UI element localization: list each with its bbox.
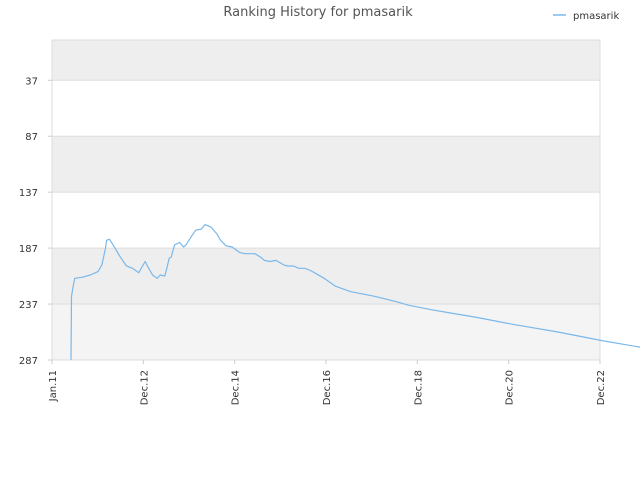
x-axis-ticks: Jan.11 Dec.12 Dec.14 Dec.16 Dec.18 Dec.20 Dec.…: [48, 360, 607, 405]
x-tick-label: Dec.20: [505, 370, 516, 405]
legend: pmasarik: [553, 11, 619, 22]
y-tick-label: 287: [19, 356, 38, 367]
x-tick-label: Dec.16: [322, 370, 333, 405]
series-line-pmasarik: [70, 224, 640, 361]
plot-band: [52, 192, 600, 249]
y-tick-label: 87: [25, 132, 38, 143]
legend-label: pmasarik: [573, 11, 619, 22]
plot-band: [52, 136, 600, 193]
y-tick-label: 137: [19, 188, 38, 199]
x-tick-label: Jan.11: [48, 370, 59, 402]
plot-band: [52, 304, 600, 360]
y-axis-ticks: 37 87 137 187 237 287: [19, 76, 52, 367]
plot-band: [52, 40, 600, 81]
x-tick-label: Dec.14: [231, 370, 242, 405]
x-tick-label: Dec.18: [413, 370, 424, 405]
x-tick-label: Dec.12: [139, 370, 150, 405]
y-tick-label: 237: [19, 300, 38, 311]
plot-bands: [52, 40, 600, 360]
y-tick-label: 187: [19, 244, 38, 255]
chart-title: Ranking History for pmasarik: [223, 5, 413, 20]
y-tick-label: 37: [25, 76, 38, 87]
series-layer: [70, 224, 640, 361]
x-tick-label: Dec.22: [596, 370, 607, 405]
plot-band: [52, 248, 600, 305]
plot-band: [52, 80, 600, 137]
